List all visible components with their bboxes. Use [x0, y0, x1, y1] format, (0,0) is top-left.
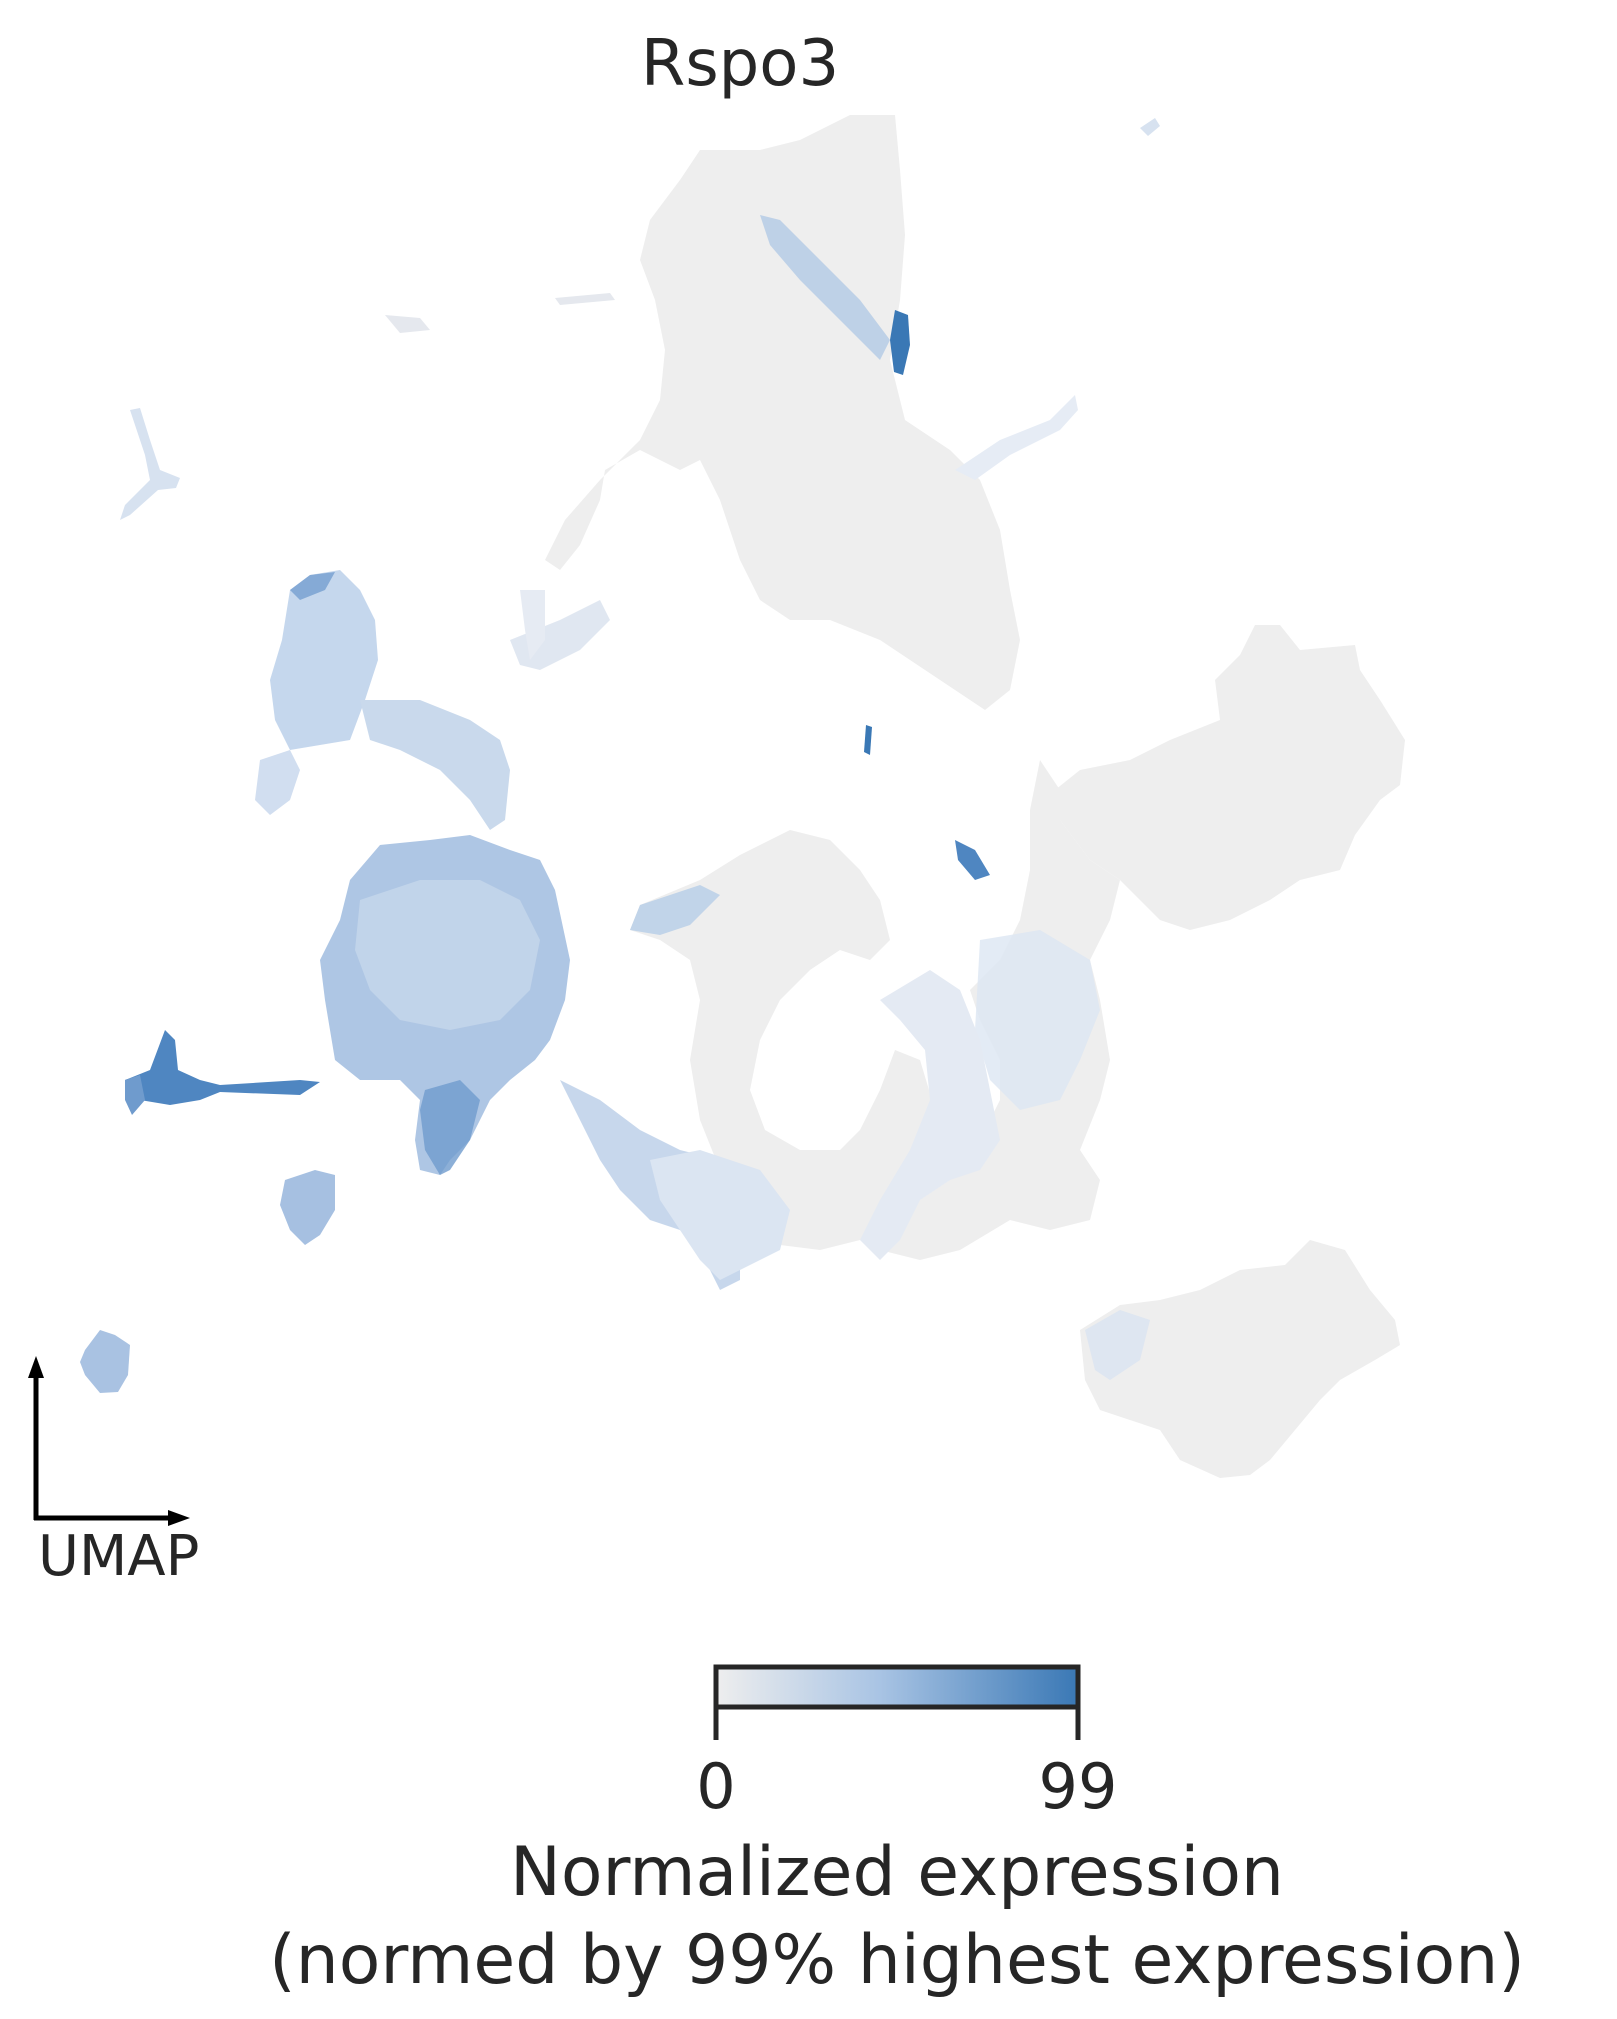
umap-x-arrow-head	[168, 1510, 190, 1526]
cluster-far-left-strand	[120, 408, 180, 520]
umap-label: UMAP	[38, 1524, 199, 1589]
cluster-center-right-tint	[975, 930, 1100, 1110]
cluster-bottom-right-lobe	[1080, 1240, 1400, 1478]
colorbar-max-label: 99	[1039, 1750, 1118, 1823]
cluster-left-bridge	[360, 700, 510, 830]
cluster-central-tiny	[864, 725, 872, 755]
cluster-ring-left-tint	[630, 885, 720, 935]
cluster-central-spot	[955, 840, 990, 880]
umap-scatter	[80, 115, 1405, 1478]
cluster-right-lobe	[1055, 625, 1405, 930]
cluster-top-lobe-hotspot	[890, 310, 910, 375]
cluster-left-large-core	[355, 880, 540, 1030]
umap-axis-indicator: UMAP	[28, 1356, 199, 1589]
cluster-top-right-dot	[1140, 118, 1160, 136]
cluster-left-large-dark	[420, 1080, 480, 1175]
colorbar: 0 99 Normalized expression (normed by 99…	[269, 1664, 1525, 2000]
cluster-top-lobe	[545, 115, 1020, 710]
cluster-left-upper-edge	[290, 572, 335, 600]
cluster-strand-upper-a	[385, 315, 430, 333]
cluster-left-arm	[125, 1030, 320, 1110]
cluster-ring-strand	[520, 590, 545, 660]
cluster-ring-right	[860, 970, 1000, 1260]
cluster-strand-upper-b	[555, 293, 615, 305]
cluster-left-arm-tip	[125, 1075, 145, 1115]
cluster-top-lobe-strand	[955, 395, 1078, 480]
cluster-ring-top	[630, 830, 935, 1250]
chart-title: Rspo3	[641, 27, 839, 101]
cluster-ring-bottom-core	[650, 1150, 790, 1280]
cluster-left-upper-tail	[255, 750, 300, 815]
cluster-top-streak	[760, 215, 890, 360]
colorbar-title-line2: (normed by 99% highest expression)	[269, 1921, 1525, 2000]
colorbar-gradient	[713, 1664, 1081, 1710]
cluster-small-bottom-left	[80, 1330, 130, 1393]
colorbar-title-line1: Normalized expression	[510, 1833, 1284, 1912]
cluster-left-upper	[270, 570, 378, 750]
cluster-small-left	[280, 1170, 335, 1245]
umap-y-arrow-head	[28, 1356, 44, 1378]
colorbar-min-label: 0	[696, 1750, 735, 1823]
cluster-bottom-right-tint	[1085, 1310, 1150, 1380]
